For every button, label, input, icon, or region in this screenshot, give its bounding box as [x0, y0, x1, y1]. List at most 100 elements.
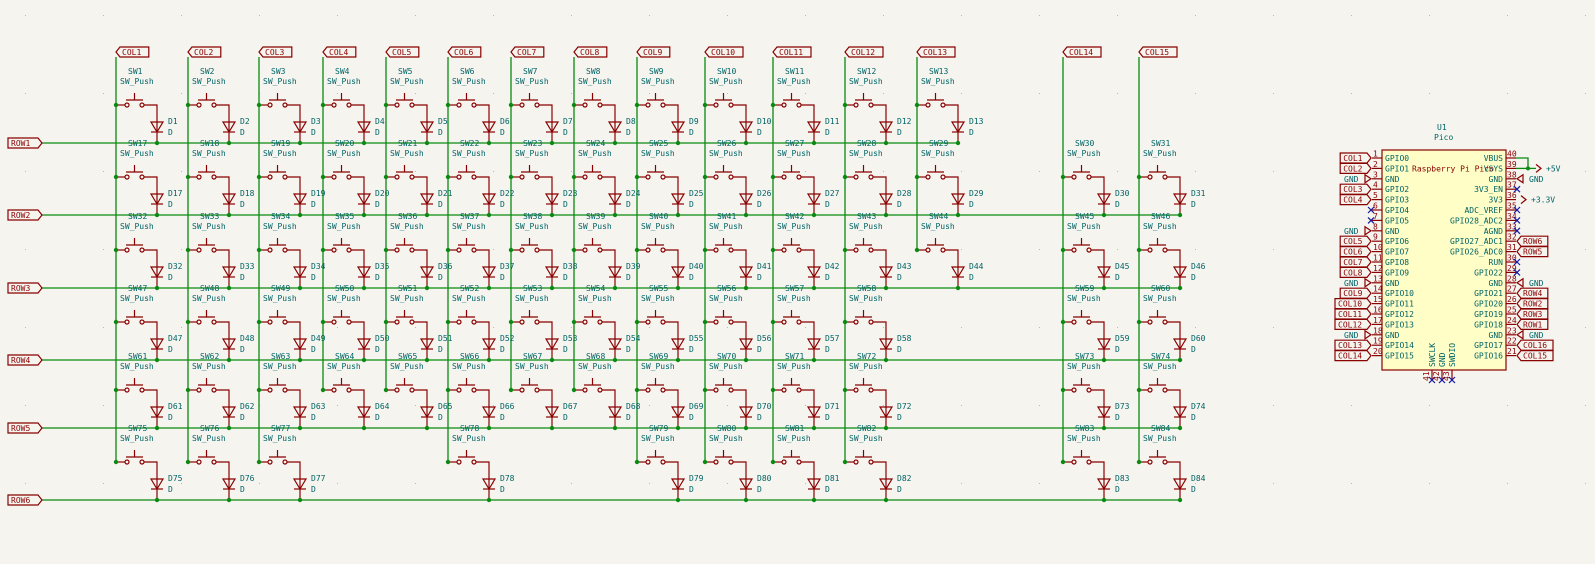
column-net-col11[interactable]: COL11	[772, 46, 812, 462]
pin-33-agnd[interactable]: 33 AGND	[1484, 222, 1521, 236]
column-net-col5[interactable]: COL5	[385, 46, 420, 390]
pin-42-gnd[interactable]: GND 42	[1432, 352, 1447, 384]
pin-10-gpio7[interactable]: 10 GPIO7 COL6	[1339, 243, 1409, 258]
pin-39-vsys[interactable]: 39 VSYS +5V	[1484, 160, 1561, 174]
column-net-col15[interactable]: COL15	[1138, 46, 1178, 462]
pin-12-gpio9[interactable]: 12 GPIO9 COL8	[1339, 264, 1409, 278]
pin-9-gpio6[interactable]: 9 GPIO6 COL5	[1339, 233, 1409, 247]
pin-22-gpio17[interactable]: 22 GPIO17 COL16	[1474, 337, 1554, 351]
pin-15-gpio11[interactable]: 15 GPIO11 COL10	[1334, 295, 1414, 310]
pin-43-swdio[interactable]: SWDIO 43	[1442, 343, 1457, 384]
row-net-row6[interactable]: ROW6	[7, 494, 1180, 506]
pin-3-gnd[interactable]: 3 GND GND	[1344, 170, 1400, 184]
column-net-col4[interactable]: COL4	[322, 46, 357, 390]
column-net-col7[interactable]: COL7	[510, 46, 545, 390]
pin-25-gpio19[interactable]: 25 GPIO19 ROW3	[1474, 306, 1549, 320]
pin-8-gnd[interactable]: 8 GND GND	[1344, 222, 1400, 236]
pin-34-gpio28_adc2[interactable]: 34 GPIO28_ADC2	[1450, 212, 1521, 226]
row-net-row3[interactable]: ROW3	[7, 282, 1180, 294]
pin-1-gpio0[interactable]: 1 GPIO0 COL1	[1339, 150, 1409, 164]
column-net-col10[interactable]: COL10	[704, 46, 744, 462]
pin-11-gpio8[interactable]: 11 GPIO8 COL7	[1339, 254, 1409, 268]
pin-17-gpio13[interactable]: 17 GPIO13 COL12	[1334, 316, 1414, 330]
column-net-col8[interactable]: COL8	[573, 46, 608, 390]
row-net-row2[interactable]: ROW2	[7, 209, 1180, 221]
pin-6-gpio4[interactable]: 6 GPIO4	[1367, 202, 1409, 216]
pin-5-gpio3[interactable]: 5 GPIO3 COL4	[1339, 191, 1409, 206]
pin-32-gpio27_adc1[interactable]: 32 GPIO27_ADC1 ROW6	[1450, 233, 1549, 247]
pin-16-gpio12[interactable]: 16 GPIO12 COL11	[1334, 306, 1414, 320]
pin-7-gpio5[interactable]: 7 GPIO5	[1367, 212, 1409, 226]
column-net-col9[interactable]: COL9	[636, 46, 671, 462]
row-net-row4[interactable]: ROW4	[7, 354, 1180, 366]
column-net-col3[interactable]: COL3	[258, 46, 293, 462]
pin-35-adc_vref[interactable]: 35 ADC_VREF	[1464, 202, 1521, 216]
column-net-col13[interactable]: COL13	[916, 46, 956, 250]
column-net-col1[interactable]: COL1	[115, 46, 150, 462]
pin-26-gpio20[interactable]: 26 GPIO20 ROW2	[1474, 295, 1549, 310]
